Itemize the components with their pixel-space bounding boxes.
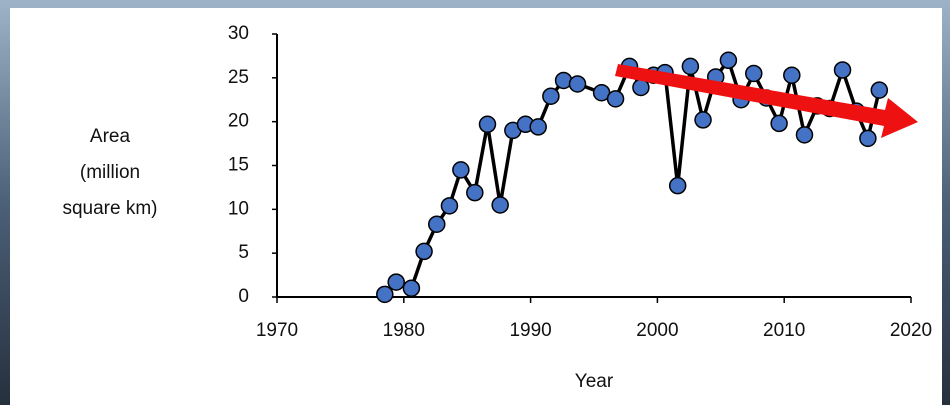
y-tick-label: 20 [228,111,249,132]
data-point [633,79,649,95]
x-tick-label: 1980 [383,320,425,341]
data-point [543,88,559,104]
data-point [695,112,711,128]
y-axis-label: Area [90,126,131,147]
data-point [682,58,698,74]
data-point [403,280,419,296]
y-axis-label: (million [80,162,140,183]
y-axis-label: square km) [62,198,157,219]
y-tick-label: 10 [228,198,249,219]
y-tick-label: 15 [228,155,249,176]
data-point [608,91,624,107]
data-point [453,162,469,178]
x-axis-label: Year [575,371,614,392]
data-point [746,65,762,81]
y-tick-label: 0 [238,286,249,307]
data-point [771,115,787,131]
data-point [570,76,586,92]
data-point [784,67,800,83]
data-point [429,216,445,232]
data-point [670,178,686,194]
y-tick-label: 25 [228,67,249,88]
data-point [467,185,483,201]
data-point [492,197,508,213]
slide: 0 5 10 15 20 25 30 1970 1980 1990 2000 2010 2020 Area… [0,0,950,405]
data-point [871,82,887,98]
data-point [416,243,432,259]
y-tick-label: 30 [228,23,249,44]
data-point [835,62,851,78]
data-point [860,130,876,146]
data-point [530,119,546,135]
data-point [479,116,495,132]
y-tick-label: 5 [238,242,249,263]
x-tick-label: 2020 [890,320,932,341]
x-tick-label: 2000 [636,320,678,341]
x-tick-label: 2010 [763,320,805,341]
data-point [720,52,736,68]
data-point [441,198,457,214]
data-point [388,274,404,290]
data-point [796,127,812,143]
data-point [377,286,393,302]
x-tick-label: 1970 [256,320,298,341]
x-tick-label: 1990 [509,320,551,341]
